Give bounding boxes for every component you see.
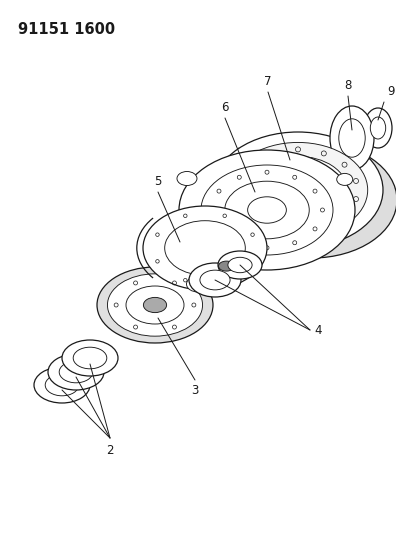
- Ellipse shape: [97, 267, 213, 343]
- Text: 2: 2: [106, 444, 114, 457]
- Ellipse shape: [179, 150, 355, 270]
- Ellipse shape: [227, 142, 396, 258]
- Ellipse shape: [228, 257, 252, 273]
- Ellipse shape: [192, 273, 215, 289]
- Ellipse shape: [165, 221, 245, 276]
- Text: 8: 8: [344, 79, 352, 92]
- Ellipse shape: [218, 251, 262, 279]
- Text: 91151 1600: 91151 1600: [18, 22, 115, 37]
- Ellipse shape: [143, 206, 267, 290]
- Ellipse shape: [126, 286, 184, 324]
- Ellipse shape: [196, 270, 221, 286]
- Ellipse shape: [219, 261, 234, 271]
- Ellipse shape: [59, 361, 93, 383]
- Text: 7: 7: [264, 75, 272, 88]
- Ellipse shape: [73, 347, 107, 369]
- Ellipse shape: [268, 169, 328, 211]
- Ellipse shape: [200, 270, 230, 290]
- Ellipse shape: [143, 297, 167, 312]
- Ellipse shape: [62, 340, 118, 376]
- Text: 6: 6: [221, 101, 229, 114]
- Ellipse shape: [249, 156, 347, 224]
- Ellipse shape: [225, 181, 309, 239]
- Text: 5: 5: [154, 175, 162, 188]
- Ellipse shape: [48, 354, 104, 390]
- Ellipse shape: [189, 263, 241, 297]
- Ellipse shape: [187, 276, 211, 292]
- Ellipse shape: [213, 132, 383, 248]
- Text: 4: 4: [314, 324, 322, 336]
- Ellipse shape: [107, 274, 203, 336]
- Ellipse shape: [228, 142, 368, 238]
- Ellipse shape: [201, 165, 333, 255]
- Ellipse shape: [364, 108, 392, 148]
- Ellipse shape: [330, 106, 374, 170]
- Ellipse shape: [177, 172, 197, 185]
- Ellipse shape: [370, 117, 386, 139]
- Ellipse shape: [337, 173, 353, 185]
- Text: 9: 9: [387, 85, 394, 98]
- Ellipse shape: [206, 264, 230, 280]
- Ellipse shape: [285, 181, 311, 199]
- Ellipse shape: [34, 367, 90, 403]
- Text: 3: 3: [191, 384, 199, 397]
- Ellipse shape: [45, 374, 79, 396]
- Ellipse shape: [202, 267, 225, 283]
- Ellipse shape: [339, 119, 365, 157]
- Ellipse shape: [248, 197, 286, 223]
